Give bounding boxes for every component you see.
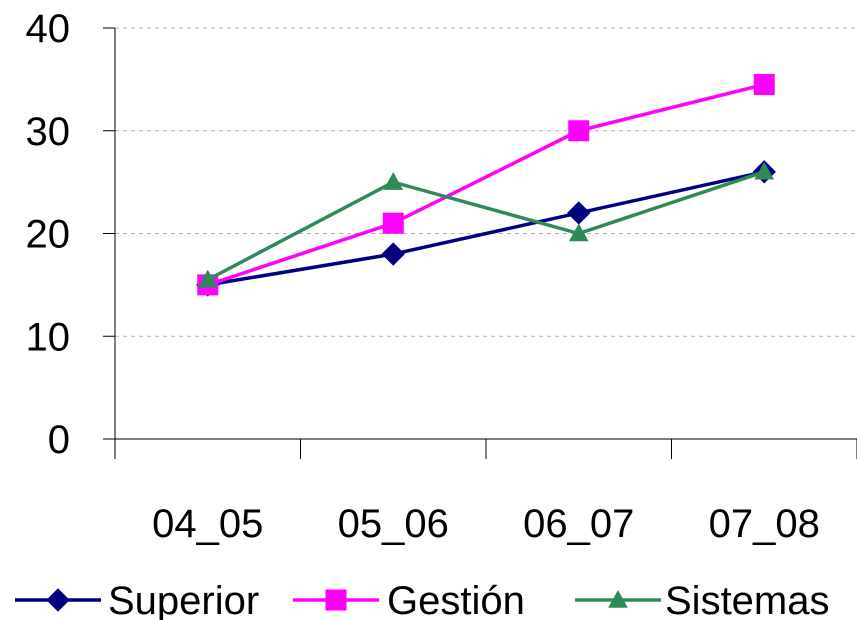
data-point	[381, 242, 405, 266]
x-tick-labels: 04_05 05_06 06_07 07_08	[152, 502, 820, 546]
data-point	[568, 120, 590, 142]
legend-marker	[608, 589, 628, 608]
data-point	[753, 74, 775, 96]
y-tick-label: 0	[48, 418, 70, 462]
data-point	[568, 223, 589, 242]
series-gesti-n	[197, 74, 775, 296]
legend-marker	[325, 589, 347, 611]
y-tick-label: 10	[26, 315, 71, 359]
x-tick-label: 05_06	[338, 502, 449, 546]
data-point	[567, 201, 591, 225]
legend-item-sistemas: Sistemas	[575, 579, 830, 620]
legend-label: Sistemas	[665, 579, 830, 620]
series-superior	[196, 160, 776, 297]
x-tick-label: 07_08	[709, 502, 820, 546]
legend-label: Gestión	[387, 579, 525, 620]
data-point	[197, 269, 218, 288]
data-point	[383, 172, 404, 190]
legend: Superior Gestión Sistemas	[15, 579, 830, 620]
legend-marker	[46, 588, 70, 612]
series-line	[206, 170, 765, 282]
data-point	[754, 161, 775, 180]
legend-item-gesti-n: Gestión	[293, 579, 525, 620]
series	[196, 74, 776, 297]
legend-item-superior: Superior	[15, 579, 259, 620]
series-sistemas	[197, 161, 775, 288]
y-tick-label: 30	[26, 110, 71, 154]
x-tick-label: 04_05	[152, 502, 263, 546]
data-point	[382, 212, 404, 234]
series-line	[207, 170, 765, 287]
legend-label: Superior	[108, 579, 259, 620]
series-line	[207, 82, 765, 287]
y-tick-label: 40	[26, 7, 71, 51]
axes	[103, 27, 857, 459]
grid-lines	[115, 27, 857, 337]
y-tick-labels: 0 10 20 30 40	[26, 7, 71, 462]
x-tick-label: 06_07	[523, 502, 634, 546]
y-tick-label: 20	[26, 213, 71, 257]
